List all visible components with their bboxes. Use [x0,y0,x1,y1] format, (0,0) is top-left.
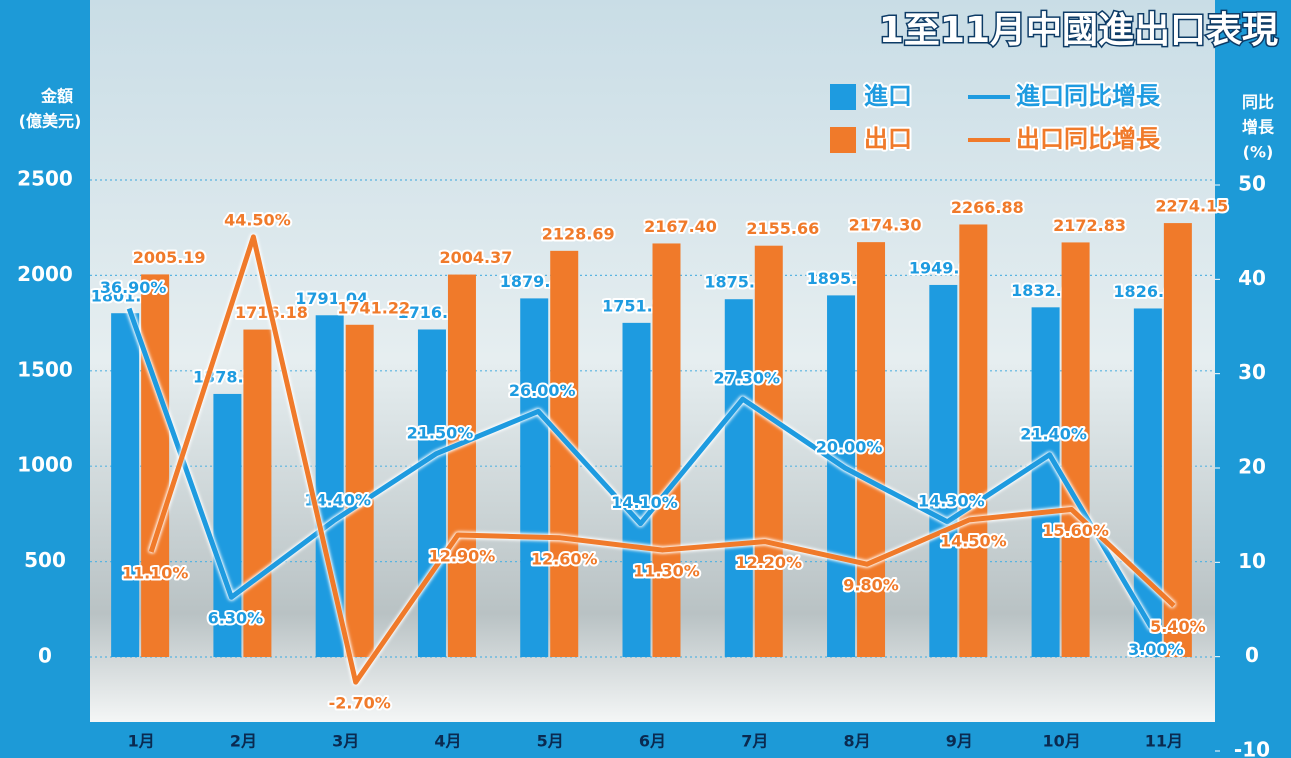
bar [213,393,242,657]
bar [345,324,374,657]
line-value-label: 11.10% [122,563,189,582]
legend-label: 出口同比增長 [1016,125,1161,153]
legend-swatch [830,84,856,110]
y2-tick-label: 0 [1245,643,1259,667]
line-value-label: 20.00% [816,438,883,457]
line [126,307,1155,630]
bar [827,295,856,657]
bar [929,284,958,657]
bar-value-label: 2266.88 [951,198,1024,217]
x-tick-label: 6月 [639,732,666,751]
y2-tick-label: 40 [1238,266,1266,290]
bar-value-label: 2004.37 [440,248,513,267]
line-value-label: 15.60% [1042,521,1109,540]
y2-tick-label: -10 [1234,738,1270,758]
bar [1061,242,1090,657]
y-axis-label: (億美元) [19,112,82,131]
line-value-label: 44.50% [224,210,291,229]
line-value-label: -2.70% [329,694,391,713]
chart-title: 1至11月中國進出口表現 [879,10,1278,51]
line-value-label: 14.50% [940,531,1007,550]
bar-value-label: 2167.40 [644,217,717,236]
bar [141,274,170,657]
bar-value-label: 2155.66 [746,219,819,238]
line-value-label: 9.80% [843,576,899,595]
y2-axis-label: 同比 [1242,93,1274,112]
legend-label: 進口同比增長 [1016,82,1161,110]
bar [520,298,549,657]
x-tick-label: 9月 [946,732,973,751]
bar [417,329,446,657]
y2-tick-label: 30 [1238,360,1266,384]
line-value-label: 14.40% [304,490,371,509]
bar-value-label: 1791.04 [295,289,368,308]
line-value-label: 21.40% [1020,424,1087,443]
bar [959,224,988,657]
bar [1163,223,1192,658]
bar [550,250,579,657]
y-tick-label: 2500 [17,167,73,191]
bar [243,329,272,657]
y-tick-label: 2000 [17,262,73,286]
line-value-label: 11.30% [633,562,700,581]
x-tick-label: 7月 [741,732,768,751]
y-tick-label: 1000 [17,453,73,477]
bar-value-label: 2128.69 [542,224,615,243]
x-tick-label: 3月 [332,732,359,751]
line-value-label: 26.00% [509,381,576,400]
bar [857,242,886,657]
y2-axis-label: 增長 [1242,118,1275,137]
line-value-label: 12.60% [531,549,598,568]
x-tick-label: 8月 [843,732,870,751]
line-value-label: 21.50% [407,423,474,442]
y-tick-label: 500 [24,548,66,572]
legend-label: 出口 [864,125,912,153]
y-axis-label: 金額 [40,87,73,106]
line-value-label: 12.20% [735,553,802,572]
y2-tick-label: 20 [1238,455,1266,479]
line-value-label: 3.00% [1128,640,1184,659]
line-value-label: 14.10% [611,493,678,512]
y2-tick-label: 50 [1238,172,1266,196]
bar [622,322,651,657]
bar-value-label: 1741.22 [337,298,410,317]
legend-swatch [830,127,856,153]
y-tick-label: 0 [38,644,52,668]
y2-tick-label: 10 [1238,549,1266,573]
x-tick-label: 5月 [537,732,564,751]
y2-axis-label: (%) [1243,143,1274,162]
bar [447,274,476,657]
line [148,234,1176,685]
bar [1031,307,1060,657]
x-tick-label: 2月 [230,732,257,751]
bar [754,245,783,657]
x-tick-label: 4月 [434,732,461,751]
line-value-label: 36.90% [100,278,167,297]
bar-value-label: 2005.19 [133,248,206,267]
line-value-label: 12.90% [429,546,496,565]
x-tick-label: 11月 [1145,732,1183,751]
bar-value-label: 2174.30 [849,216,922,235]
legend-label: 進口 [864,82,912,110]
bar-value-label: 2274.15 [1155,197,1228,216]
line-value-label: 27.30% [713,369,780,388]
line-value-label: 14.30% [918,491,985,510]
bar [724,299,753,657]
line-value-label: 6.30% [208,609,264,628]
x-tick-label: 10月 [1042,732,1080,751]
bar [111,313,140,657]
line-value-label: 5.40% [1150,617,1206,636]
y-tick-label: 1500 [17,357,73,381]
bar-value-label: 2172.83 [1053,216,1126,235]
x-tick-label: 1月 [128,732,155,751]
bar [652,243,681,657]
bar [1133,308,1162,657]
